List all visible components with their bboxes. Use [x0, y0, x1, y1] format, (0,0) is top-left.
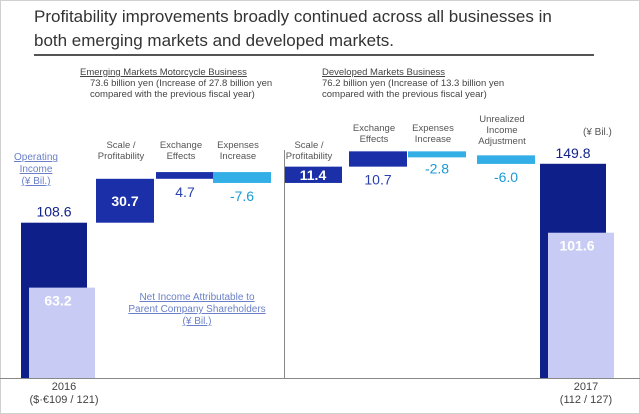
- category-label: Expenses: [217, 140, 259, 151]
- title-underline: [34, 54, 594, 56]
- total-net-income-value: 101.6: [559, 238, 594, 254]
- delta-value-label: 11.4: [300, 167, 327, 183]
- category-label: Exchange: [353, 123, 395, 134]
- category-label: Increase: [220, 151, 256, 162]
- category-label: Expenses: [412, 123, 454, 134]
- year-2017-label: 2017: [573, 381, 599, 393]
- category-label: Profitability: [98, 151, 145, 162]
- delta-bar: [477, 155, 535, 164]
- chart-baseline: [0, 378, 640, 379]
- slide-title: Profitability improvements broadly conti…: [34, 5, 594, 53]
- delta-bar: [156, 172, 214, 179]
- delta-value-label: 30.7: [111, 193, 138, 209]
- unit-label: (¥ Bil.): [583, 127, 612, 138]
- total-operating-income-value: 149.8: [555, 145, 590, 161]
- total-bar-net-income: [29, 287, 95, 378]
- emerging-heading: Emerging Markets Motorcycle Business: [80, 67, 247, 78]
- title-line-2: both emerging markets and developed mark…: [34, 31, 395, 50]
- category-label: Effects: [360, 134, 389, 145]
- year-2016: 2016 ($·€109 / 121): [14, 381, 114, 407]
- net-income-label-line2: Parent Company Shareholders: [128, 304, 266, 315]
- category-label: Effects: [167, 151, 196, 162]
- delta-bar: [349, 151, 407, 167]
- delta-value-label: -6.0: [494, 169, 518, 185]
- delta-value-label: 10.7: [364, 172, 391, 188]
- category-label: Profitability: [286, 151, 333, 162]
- total-operating-income-value: 108.6: [36, 204, 71, 220]
- category-label: Scale /: [294, 140, 323, 151]
- operating-income-label: Operating Income (¥ Bil.): [0, 152, 72, 188]
- category-label: Adjustment: [478, 136, 526, 147]
- developed-line-2: compared with the previous fiscal year): [322, 89, 487, 100]
- title-line-1: Profitability improvements broadly conti…: [34, 7, 552, 26]
- delta-bar: [408, 151, 466, 158]
- operating-income-label-line2: (¥ Bil.): [21, 176, 51, 187]
- emerging-line-1: 73.6 billion yen (Increase of 27.8 billi…: [90, 78, 273, 89]
- category-label: Scale /: [106, 140, 135, 151]
- developed-markets-note: Developed Markets Business 76.2 billion …: [322, 67, 504, 100]
- delta-bar: [96, 178, 154, 223]
- total-net-income-value: 63.2: [44, 293, 71, 309]
- segment-divider: [284, 150, 285, 378]
- year-2017: 2017 (112 / 127): [546, 381, 626, 407]
- delta-value-label: -2.8: [425, 160, 449, 176]
- developed-heading: Developed Markets Business: [322, 67, 446, 78]
- category-label: Increase: [415, 134, 451, 145]
- total-bar-net-income: [548, 232, 614, 378]
- year-2016-label: 2016: [51, 381, 77, 393]
- category-label: Exchange: [160, 140, 202, 151]
- operating-income-label-line1: Operating Income: [14, 152, 58, 175]
- delta-bar: [213, 172, 271, 183]
- year-2016-rate: ($·€109 / 121): [29, 394, 99, 406]
- emerging-line-2: compared with the previous fiscal year): [90, 89, 255, 100]
- net-income-label: Net Income Attributable to Parent Compan…: [112, 292, 282, 328]
- emerging-markets-note: Emerging Markets Motorcycle Business 73.…: [80, 67, 272, 100]
- net-income-label-line1: Net Income Attributable to: [139, 292, 255, 303]
- net-income-label-line3: (¥ Bil.): [182, 316, 212, 327]
- delta-value-label: -7.6: [230, 188, 254, 204]
- category-label: Income: [486, 125, 517, 136]
- developed-line-1: 76.2 billion yen (Increase of 13.3 billi…: [322, 78, 505, 89]
- delta-bar: [284, 166, 342, 183]
- year-2017-rate: (112 / 127): [559, 394, 613, 406]
- category-label: Unrealized: [479, 114, 524, 125]
- delta-value-label: 4.7: [175, 184, 195, 200]
